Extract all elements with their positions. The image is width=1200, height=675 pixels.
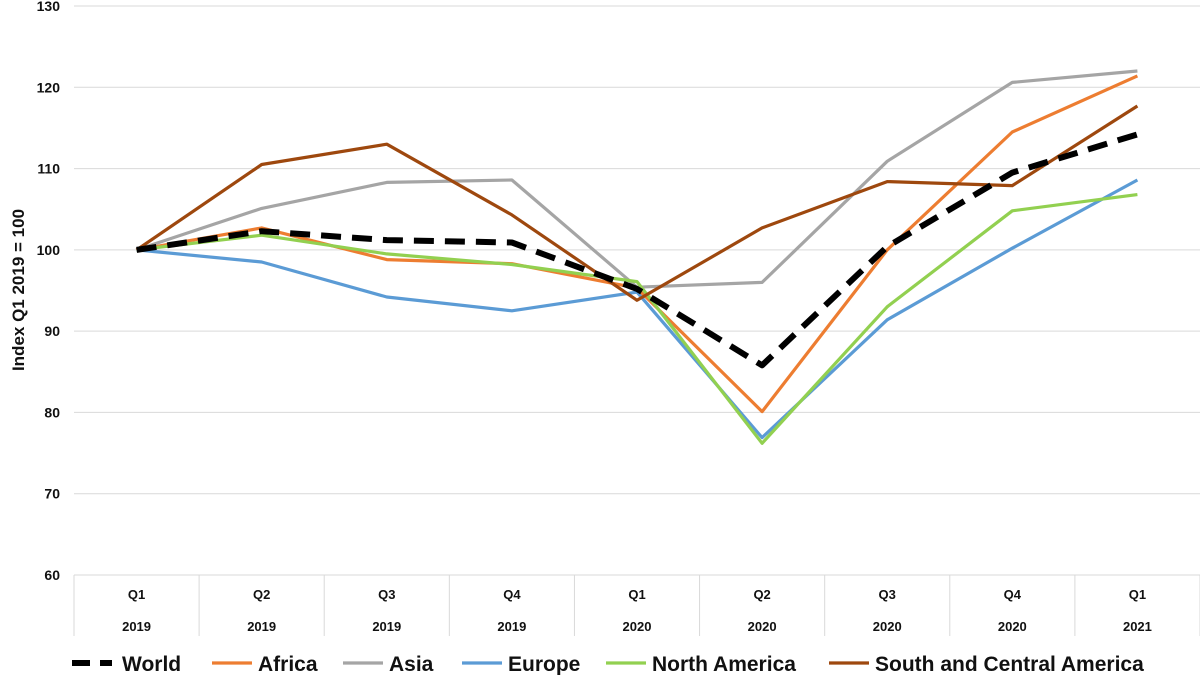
x-tick-year: 2020 xyxy=(623,619,652,634)
series-line-africa xyxy=(136,74,1139,414)
series-line-europe xyxy=(136,178,1139,440)
x-tick-quarter: Q1 xyxy=(628,587,645,602)
x-tick-year: 2019 xyxy=(372,619,401,634)
x-axis: Q1 2019 Q2 2019 Q3 2019 Q4 2019 Q1 2020 Q2 2020 Q3 20… xyxy=(73,574,1200,636)
y-axis-label: Index Q1 2019 = 100 xyxy=(9,209,28,371)
y-tick-label: 80 xyxy=(44,404,60,420)
x-tick-quarter: Q3 xyxy=(879,587,896,602)
x-tick-year: 2020 xyxy=(748,619,777,634)
y-axis-ticks: 60 70 80 90 100 110 120 130 xyxy=(37,0,61,583)
y-tick-label: 100 xyxy=(37,242,61,258)
x-tick-quarter: Q1 xyxy=(1129,587,1146,602)
x-tick-year: 2020 xyxy=(873,619,902,634)
legend-label-world: World xyxy=(122,653,181,675)
x-tick-year: 2020 xyxy=(998,619,1027,634)
x-tick-year: 2019 xyxy=(122,619,151,634)
y-tick-label: 70 xyxy=(44,486,60,502)
y-tick-label: 110 xyxy=(37,161,60,177)
y-tick-label: 60 xyxy=(44,567,60,583)
series-line-asia xyxy=(136,69,1138,289)
x-tick-quarter: Q1 xyxy=(128,587,145,602)
x-tick-year: 2021 xyxy=(1123,619,1152,634)
gridlines xyxy=(74,5,1200,495)
series-lines xyxy=(135,69,1139,445)
legend-label-south-and-central-america: South and Central America xyxy=(875,653,1144,675)
x-tick-year: 2019 xyxy=(497,619,526,634)
legend-label-africa: Africa xyxy=(258,653,318,675)
legend-label-asia: Asia xyxy=(389,653,434,675)
legend-label-north-america: North America xyxy=(652,653,796,675)
y-tick-label: 130 xyxy=(37,0,61,14)
x-tick-year: 2019 xyxy=(247,619,276,634)
series-line-world xyxy=(136,131,1139,369)
x-tick-quarter: Q2 xyxy=(753,587,770,602)
y-tick-label: 120 xyxy=(37,79,61,95)
legend: World Africa Asia Europe North America South … xyxy=(72,653,1144,675)
series-line-south-and-central-america xyxy=(135,104,1139,302)
x-tick-quarter: Q4 xyxy=(1004,587,1022,602)
x-tick-quarter: Q2 xyxy=(253,587,270,602)
series-line-north-america xyxy=(136,193,1138,445)
x-tick-quarter: Q3 xyxy=(378,587,395,602)
x-tick-quarter: Q4 xyxy=(503,587,521,602)
legend-label-europe: Europe xyxy=(508,653,580,675)
y-tick-label: 90 xyxy=(44,323,60,339)
